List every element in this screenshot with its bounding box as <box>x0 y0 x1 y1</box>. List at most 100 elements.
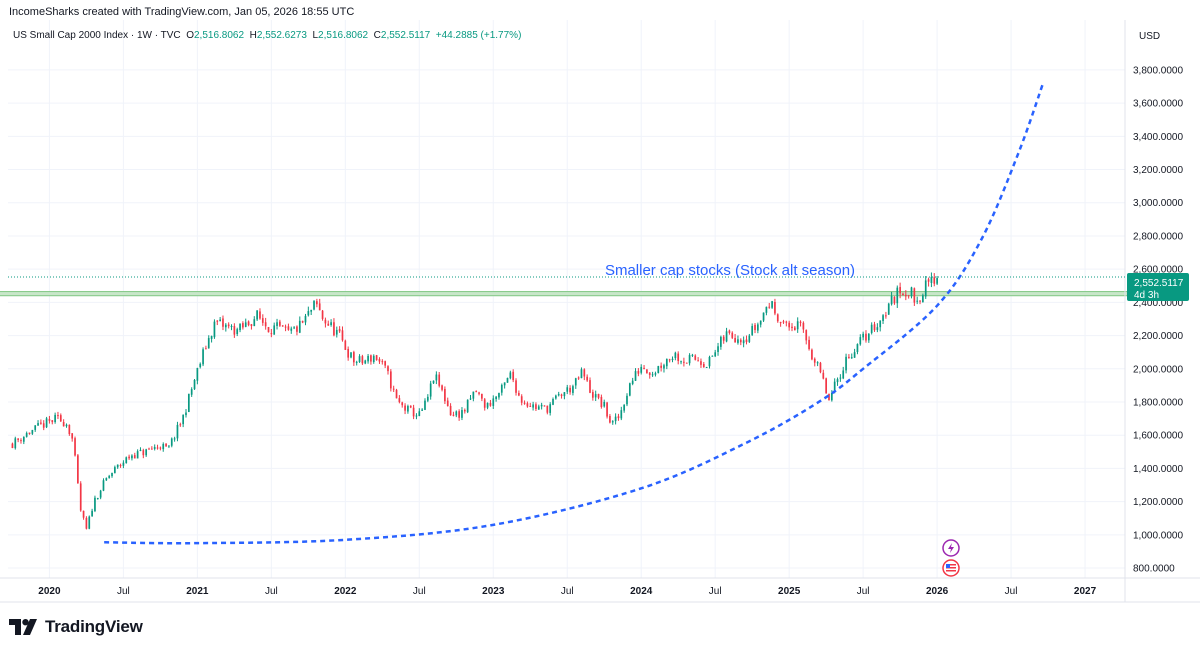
candle-down <box>927 279 930 282</box>
y-tick-label: 2,800.0000 <box>1133 231 1183 242</box>
candle-down <box>281 325 284 327</box>
close-value: 2,552.5117 <box>380 30 431 41</box>
candle-up <box>882 315 884 321</box>
candle-down <box>284 326 287 328</box>
candle-up <box>435 374 438 381</box>
candle-down <box>700 361 702 365</box>
candle-down <box>301 321 304 323</box>
x-tick-label: Jul <box>413 586 426 597</box>
candle-down <box>361 356 364 364</box>
x-tick-label: 2020 <box>38 586 61 597</box>
candle-up <box>162 444 165 450</box>
candle-up <box>182 414 185 425</box>
candle-down <box>648 372 651 375</box>
candle-up <box>45 418 48 428</box>
candle-up <box>759 320 762 325</box>
candle-up <box>364 360 367 364</box>
earnings-icon[interactable] <box>942 539 960 557</box>
x-tick-label: 2027 <box>1074 586 1097 597</box>
candle-down <box>808 339 810 350</box>
candle-down <box>793 327 796 331</box>
candle-up <box>145 449 148 456</box>
y-tick-label: 1,200.0000 <box>1133 497 1183 508</box>
x-tick-label: Jul <box>709 586 722 597</box>
candle-down <box>381 361 384 363</box>
candle-up <box>887 303 890 315</box>
candle-down <box>785 321 788 323</box>
candle-up <box>105 478 108 481</box>
candle-up <box>495 396 497 400</box>
candle-up <box>367 355 369 362</box>
candle-down <box>384 361 387 366</box>
candle-down <box>919 300 921 302</box>
candle-up <box>455 411 458 416</box>
candle-down <box>685 362 688 364</box>
candle-down <box>267 327 270 333</box>
candle-down <box>142 450 145 456</box>
candle-down <box>17 438 19 440</box>
candle-down <box>779 322 782 324</box>
candle-down <box>893 296 896 304</box>
y-tick-label: 1,800.0000 <box>1133 397 1183 408</box>
candlestick-series <box>11 272 938 530</box>
candle-up <box>896 287 899 304</box>
candle-up <box>708 356 711 367</box>
candle-up <box>555 395 557 399</box>
tradingview-logo[interactable]: TradingView <box>9 617 143 637</box>
candle-up <box>424 400 426 410</box>
candle-up <box>426 396 429 401</box>
candle-down <box>79 483 82 511</box>
candle-up <box>65 424 68 427</box>
candle-down <box>643 367 645 369</box>
y-axis-ticks: 800.0000 1,000.0000 1,200.0000 1,400.0000 1,… <box>1133 65 1183 574</box>
candle-up <box>640 366 643 373</box>
candle-up <box>492 398 495 406</box>
candle-down <box>546 405 549 413</box>
candle-down <box>475 391 478 393</box>
candle-up <box>657 366 660 373</box>
candle-down <box>287 326 290 330</box>
us-flag-event-icon[interactable] <box>942 559 960 577</box>
y-tick-label: 800.0000 <box>1133 564 1175 575</box>
candle-down <box>799 321 802 323</box>
candle-down <box>683 361 685 363</box>
close-label: C <box>373 30 381 41</box>
candle-down <box>885 315 887 317</box>
candle-up <box>193 379 196 390</box>
candle-down <box>489 402 492 406</box>
symbol-label[interactable]: US Small Cap 2000 Index · 1W · TVC <box>13 30 181 41</box>
candle-up <box>563 392 566 397</box>
candle-up <box>313 300 315 310</box>
candle-down <box>222 318 224 327</box>
candle-down <box>82 510 85 518</box>
candle-up <box>276 322 278 326</box>
candle-up <box>509 372 512 379</box>
candle-up <box>654 373 657 375</box>
candle-up <box>796 321 799 330</box>
candle-down <box>828 393 830 401</box>
axis-frame <box>0 20 1200 603</box>
candle-down <box>902 293 904 296</box>
candle-up <box>432 380 435 384</box>
candle-down <box>677 353 680 361</box>
candle-up <box>54 414 56 423</box>
candle-down <box>270 333 273 335</box>
candle-up <box>680 361 682 363</box>
candle-down <box>609 415 611 423</box>
candle-down <box>617 416 620 419</box>
candle-up <box>628 383 631 396</box>
x-tick-label: Jul <box>117 586 130 597</box>
candle-up <box>187 393 190 413</box>
candle-down <box>250 324 253 326</box>
candle-up <box>415 415 418 417</box>
candle-down <box>597 393 600 398</box>
candle-down <box>518 393 520 396</box>
candle-up <box>594 394 597 398</box>
candle-down <box>646 369 648 374</box>
candle-down <box>398 398 401 403</box>
candle-up <box>407 406 409 412</box>
currency-label[interactable]: USD <box>1139 31 1161 42</box>
candle-down <box>316 301 318 305</box>
candle-up <box>131 455 133 459</box>
